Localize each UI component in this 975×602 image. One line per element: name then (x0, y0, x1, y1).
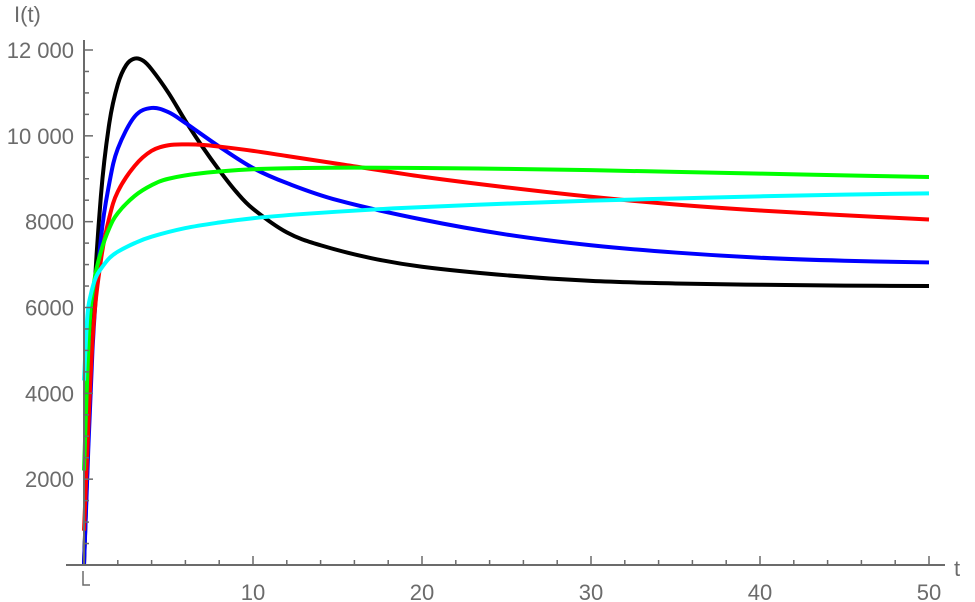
series-line-black (82, 56, 930, 566)
y-tick-label: 4000 (25, 381, 74, 406)
y-tick-label: 2000 (25, 467, 74, 492)
y-axis-title: I(t) (14, 2, 41, 27)
y-tick-label: 10 000 (7, 124, 74, 149)
series-line-green (82, 165, 930, 471)
x-tick-label: 10 (241, 580, 265, 602)
origin-tick (82, 571, 90, 586)
x-tick-label: 20 (410, 580, 434, 602)
x-axis-title: t (954, 556, 960, 581)
y-tick-label: 8000 (25, 210, 74, 235)
y-tick-label: 12 000 (7, 38, 74, 63)
y-tick-label: 6000 (25, 296, 74, 321)
x-tick-label: 40 (748, 580, 772, 602)
axes: 10 20 30 40 50 2000 4000 6000 8000 10 000 12 000 (7, 38, 945, 602)
x-tick-label: 30 (579, 580, 603, 602)
series-line-red (82, 142, 930, 531)
x-tick-label: 50 (917, 580, 941, 602)
series-line-cyan (82, 191, 930, 381)
series-layer (82, 56, 930, 566)
series-line-blue (82, 105, 930, 566)
